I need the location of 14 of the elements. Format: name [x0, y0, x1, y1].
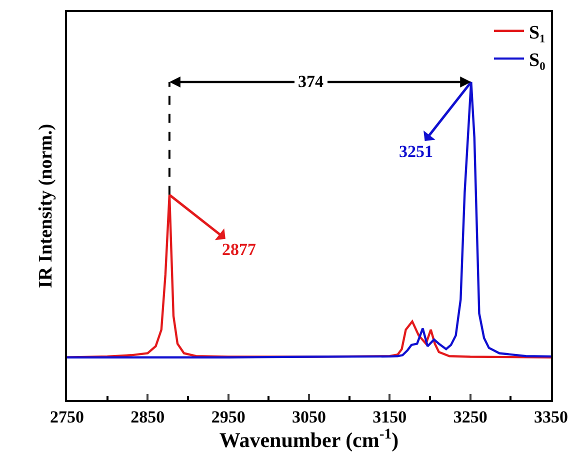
y-axis-title: IR Intensity (norm.) [35, 124, 56, 288]
legend-label: S₀ [529, 50, 546, 71]
annotation: 374 [298, 72, 324, 91]
x-tick-label: 2850 [130, 407, 165, 426]
x-tick-label: 3250 [453, 407, 488, 426]
x-tick-label: 3050 [292, 407, 326, 426]
x-tick-label: 3350 [534, 407, 568, 426]
x-axis-title: Wavenumber (cm$^{-1}$) [219, 426, 399, 452]
legend-label: S₁ [529, 22, 546, 44]
x-tick-label: 3150 [372, 407, 407, 426]
annotation: 2877 [222, 240, 256, 259]
annotation: 3251 [399, 142, 433, 161]
x-tick-label: 2950 [211, 407, 246, 426]
x-tick-label: 2750 [50, 407, 84, 426]
